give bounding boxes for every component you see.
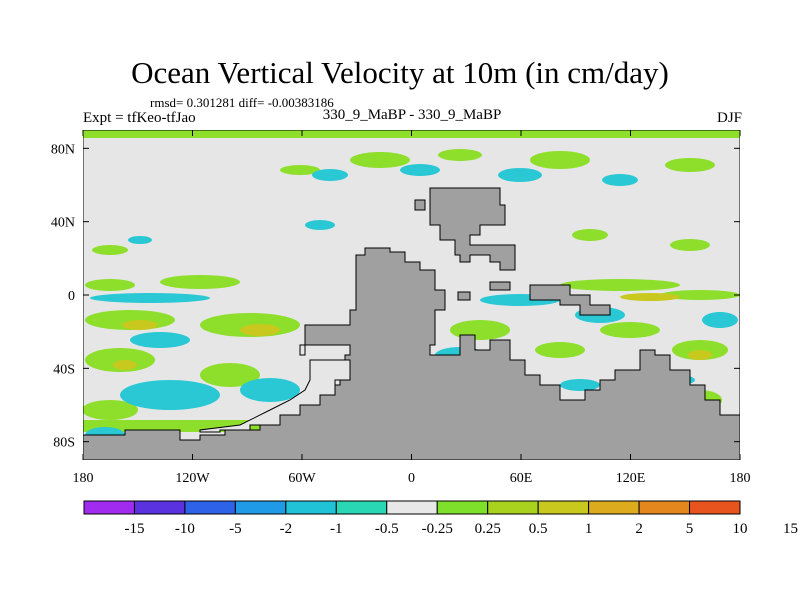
colorbar-label: -0.25 — [422, 521, 453, 537]
colorbar-swatch — [537, 500, 590, 515]
strong-positive-patches — [113, 293, 712, 370]
season-label: DJF — [716, 110, 742, 126]
colorbar-label: -1 — [330, 521, 343, 537]
colorbar-swatch — [335, 500, 388, 515]
colorbar-swatch — [234, 500, 287, 515]
colorbar-label: -10 — [175, 521, 195, 537]
antarctic-embayment — [199, 344, 351, 433]
map-panel — [83, 130, 740, 460]
lat-tick-label: 80N — [51, 142, 75, 157]
latitude-axis: 80N 40N 0 40S 80S — [51, 142, 740, 451]
experiment-label: Expt = tfKeo-tfJao — [83, 110, 196, 126]
lon-tick-label: 60E — [510, 471, 533, 486]
lon-tick-label: 60W — [288, 471, 316, 486]
lon-tick-label: 120W — [175, 471, 210, 486]
colorbar-swatch — [588, 500, 640, 515]
colorbar-swatch — [133, 500, 186, 515]
colorbar-swatch — [83, 500, 135, 515]
colorbar-label: 0.25 — [475, 521, 501, 537]
colorbar-swatch — [487, 500, 539, 515]
colorbar-label: 2 — [635, 521, 643, 537]
rmsd-diff-stats: rmsd= 0.301281 diff= -0.00383186 — [150, 95, 334, 110]
colorbar-swatch — [436, 500, 489, 515]
colorbar-swatch — [285, 500, 337, 515]
negative-velocity-patches — [85, 164, 738, 443]
lon-tick-label: 120E — [616, 471, 646, 486]
colorbar-label: -5 — [229, 521, 242, 537]
colorbar-label: 0.5 — [529, 521, 548, 537]
colorbar-swatch — [638, 500, 691, 515]
lat-tick-label: 0 — [68, 289, 75, 304]
colorbar-swatch — [386, 500, 438, 515]
longitude-axis: 180 120W 60W 0 60E 120E 180 — [73, 130, 751, 486]
land-masses — [83, 187, 740, 460]
colorbar-label: -15 — [124, 521, 144, 537]
colorbar-label: -2 — [280, 521, 293, 537]
colorbar: -15 -10 -5 -2 -1 -0.5 -0.25 0.25 0.5 1 2 5 10 15 — [83, 500, 798, 537]
lon-tick-label: 0 — [408, 471, 415, 486]
lon-tick-label: 180 — [73, 471, 94, 486]
colorbar-label: 5 — [686, 521, 694, 537]
colorbar-label: 1 — [585, 521, 593, 537]
plot-title: Ocean Vertical Velocity at 10m (in cm/da… — [131, 55, 669, 90]
case-subtitle: 330_9_MaBP - 330_9_MaBP — [322, 107, 502, 123]
colorbar-label: -0.5 — [375, 521, 399, 537]
colorbar-label: 15 — [783, 521, 798, 537]
lat-tick-label: 40S — [53, 362, 75, 377]
colorbar-swatch — [184, 500, 236, 515]
colorbar-label: 10 — [733, 521, 748, 537]
lon-tick-label: 180 — [730, 471, 751, 486]
colorbar-swatch — [689, 500, 741, 515]
lat-tick-label: 80S — [53, 436, 75, 451]
lat-tick-label: 40N — [51, 216, 75, 231]
